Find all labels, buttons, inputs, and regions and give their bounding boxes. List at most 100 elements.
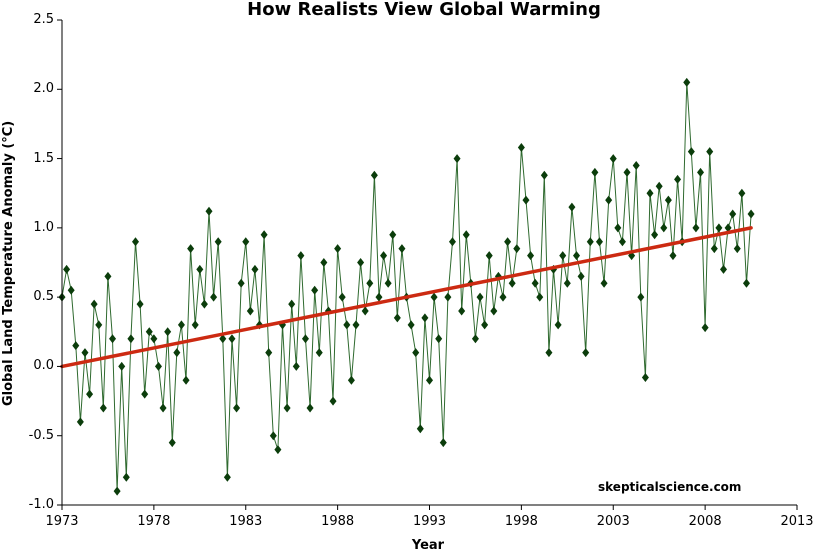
x-tick-label: 2013 bbox=[780, 514, 813, 529]
data-point bbox=[389, 230, 397, 240]
data-point bbox=[242, 237, 250, 247]
data-point bbox=[720, 264, 727, 274]
plot-area bbox=[58, 77, 755, 496]
data-point bbox=[67, 285, 75, 295]
x-tick-label: 2003 bbox=[596, 514, 630, 529]
data-point bbox=[729, 209, 737, 219]
data-point bbox=[154, 361, 162, 371]
data-point bbox=[591, 167, 599, 177]
data-point bbox=[508, 278, 516, 288]
data-point bbox=[109, 334, 117, 344]
data-point bbox=[448, 237, 456, 247]
data-point bbox=[81, 348, 89, 358]
data-point bbox=[292, 361, 300, 371]
data-point bbox=[283, 403, 291, 413]
data-point bbox=[605, 195, 613, 205]
data-point bbox=[412, 348, 420, 358]
data-point bbox=[504, 237, 512, 247]
data-point bbox=[370, 170, 378, 180]
data-point bbox=[196, 264, 204, 274]
data-point bbox=[132, 237, 139, 247]
data-point bbox=[72, 341, 80, 351]
data-point bbox=[200, 299, 208, 309]
data-point bbox=[393, 313, 401, 323]
data-point bbox=[563, 278, 571, 288]
data-point bbox=[439, 438, 447, 448]
data-point bbox=[471, 334, 479, 344]
data-point bbox=[444, 292, 452, 302]
data-point bbox=[435, 334, 443, 344]
data-point bbox=[453, 154, 461, 164]
data-point bbox=[724, 223, 732, 233]
data-point bbox=[297, 251, 305, 261]
data-point bbox=[669, 251, 677, 261]
data-point bbox=[637, 292, 645, 302]
data-point bbox=[334, 244, 342, 254]
watermark: skepticalscience.com bbox=[598, 480, 742, 494]
data-point bbox=[527, 251, 535, 261]
data-point bbox=[311, 285, 319, 295]
data-point bbox=[674, 174, 682, 184]
data-point bbox=[343, 320, 351, 330]
data-point bbox=[214, 237, 222, 247]
data-point bbox=[458, 306, 466, 316]
data-point bbox=[485, 251, 493, 261]
trend-line bbox=[60, 226, 753, 369]
data-point bbox=[177, 320, 185, 330]
series-line bbox=[61, 82, 752, 492]
data-point bbox=[623, 167, 631, 177]
data-point bbox=[306, 403, 314, 413]
data-point bbox=[380, 251, 388, 261]
data-point bbox=[329, 396, 337, 406]
data-point bbox=[228, 334, 236, 344]
data-point bbox=[517, 142, 525, 152]
x-tick-label: 1983 bbox=[229, 514, 263, 529]
y-tick-label: 1.0 bbox=[33, 219, 54, 235]
data-point bbox=[127, 334, 135, 344]
data-point bbox=[568, 202, 576, 212]
x-axis-label: Year bbox=[411, 538, 445, 553]
data-point bbox=[462, 230, 470, 240]
data-point bbox=[559, 251, 567, 261]
data-point bbox=[499, 292, 507, 302]
data-point bbox=[265, 348, 273, 358]
y-tick-label: 2.5 bbox=[33, 12, 54, 27]
data-point bbox=[692, 223, 700, 233]
data-point bbox=[660, 223, 668, 233]
data-point bbox=[513, 244, 521, 254]
y-tick-label: -1.0 bbox=[28, 497, 54, 512]
data-point bbox=[104, 271, 112, 281]
data-point bbox=[320, 258, 328, 267]
data-point bbox=[733, 244, 741, 254]
x-tick-label: 1993 bbox=[412, 514, 447, 529]
data-point bbox=[664, 195, 672, 205]
data-point bbox=[86, 389, 94, 399]
data-point bbox=[476, 292, 484, 302]
data-point bbox=[352, 320, 360, 330]
data-point bbox=[715, 223, 723, 233]
data-point bbox=[145, 327, 153, 337]
data-point bbox=[95, 320, 103, 330]
data-point bbox=[63, 264, 71, 274]
data-point bbox=[251, 264, 259, 274]
data-point bbox=[223, 472, 231, 482]
data-point bbox=[219, 334, 227, 344]
data-point bbox=[113, 486, 121, 496]
data-point bbox=[614, 223, 622, 233]
x-tick-label: 1998 bbox=[504, 514, 538, 529]
data-point bbox=[159, 403, 167, 413]
data-point bbox=[706, 147, 714, 157]
data-point bbox=[430, 292, 438, 302]
data-point bbox=[747, 209, 755, 219]
data-point bbox=[738, 188, 746, 198]
data-point bbox=[168, 438, 176, 448]
data-point bbox=[710, 244, 718, 254]
data-point bbox=[687, 147, 695, 157]
data-point bbox=[600, 278, 608, 288]
y-tick-label: 2.0 bbox=[33, 81, 54, 97]
x-tick-label: 1978 bbox=[137, 514, 171, 529]
data-point bbox=[742, 278, 750, 288]
data-point bbox=[536, 292, 544, 302]
axes bbox=[57, 19, 798, 510]
